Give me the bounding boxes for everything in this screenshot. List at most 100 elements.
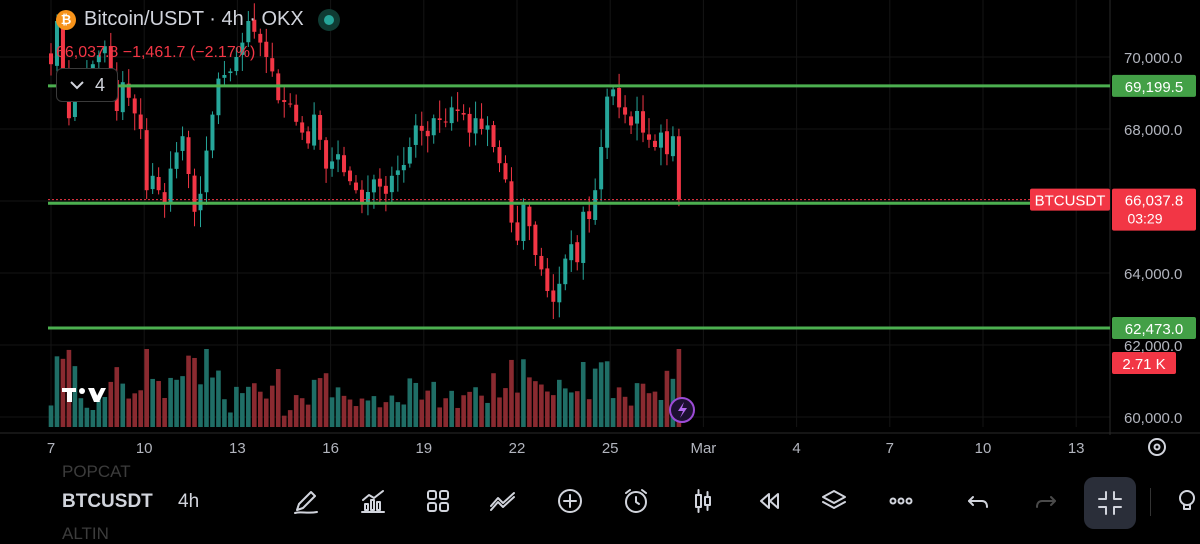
candle-body <box>641 111 646 133</box>
candle-body <box>264 41 269 57</box>
volume-bar <box>72 366 78 427</box>
candle-body <box>204 150 209 193</box>
price-chart[interactable]: 69,199.565,936.662,473.0BTCUSDT66,037.80… <box>0 0 1200 470</box>
volume-bar <box>664 370 670 427</box>
volume-bar <box>455 407 460 427</box>
volume-bar <box>240 393 245 427</box>
candle-body <box>102 46 107 54</box>
tradingview-logo <box>62 388 106 402</box>
time-tick-label: 7 <box>886 440 894 457</box>
level-price-label: 62,473.0 <box>1125 321 1183 338</box>
candle-body <box>652 140 657 147</box>
volume-bar <box>431 381 437 427</box>
layers-icon[interactable] <box>819 486 849 516</box>
indicators-icon[interactable] <box>358 486 388 516</box>
drawing-tools-icon[interactable] <box>291 486 321 516</box>
candle-body <box>449 107 454 124</box>
volume-bar <box>557 379 562 427</box>
volume-bar <box>407 378 413 427</box>
alert-clock-icon[interactable] <box>621 486 651 516</box>
candle-body <box>216 78 221 116</box>
volume-bar <box>102 396 108 427</box>
price-tick-label: 64,000.0 <box>1124 266 1182 283</box>
add-icon[interactable] <box>555 486 585 516</box>
chart-header[interactable]: ₿ Bitcoin/USDT · 4h · OKX <box>56 8 340 31</box>
redo-icon[interactable] <box>1030 486 1060 516</box>
candle-body <box>545 268 550 291</box>
volume-bar <box>545 391 550 427</box>
volume-bar <box>305 404 311 427</box>
candle-body <box>150 175 155 190</box>
indicators-toggle[interactable]: 4 <box>56 68 118 102</box>
candle-body <box>407 147 412 164</box>
compare-icon[interactable] <box>488 486 518 516</box>
idea-lightbulb-icon[interactable] <box>1172 486 1200 516</box>
symbol-tag-label: BTCUSDT <box>1035 193 1106 210</box>
candle-body <box>222 75 227 78</box>
volume-bar <box>96 396 102 427</box>
candle-body <box>234 57 239 72</box>
symbol-selector[interactable]: BTCUSDT <box>62 491 153 512</box>
candle-body <box>623 107 628 115</box>
candle-body <box>401 165 406 171</box>
time-tick-label: 10 <box>136 440 153 457</box>
volume-bar <box>293 395 299 427</box>
lightning-icon[interactable] <box>669 397 695 423</box>
volume-bar <box>515 392 520 427</box>
fullscreen-button[interactable] <box>1084 477 1136 529</box>
volume-bar <box>234 386 239 427</box>
candle-body <box>664 131 669 155</box>
more-icon[interactable] <box>886 486 916 516</box>
candle-body <box>581 211 586 263</box>
volume-label: 2.71 K <box>1122 356 1165 373</box>
chart-title[interactable]: Bitcoin/USDT · 4h · OKX <box>84 8 304 30</box>
volume-bar <box>84 407 90 427</box>
volume-bar <box>503 388 508 427</box>
candle-body <box>629 116 634 126</box>
candle-type-icon[interactable] <box>688 486 718 516</box>
replay-icon[interactable] <box>754 486 784 516</box>
level-price-tag <box>1112 316 1196 339</box>
volume-bar <box>180 376 185 427</box>
candle-body <box>306 131 311 144</box>
candle-body <box>461 113 466 115</box>
timeframe-selector[interactable]: 4h <box>178 491 200 512</box>
volume-bar <box>192 357 197 427</box>
settings-gear-icon[interactable] <box>1148 438 1166 456</box>
volume-bar <box>437 407 442 427</box>
candle-body <box>252 19 257 32</box>
candle-body <box>557 283 562 303</box>
candle-body <box>192 175 197 212</box>
volume-bar <box>479 395 484 427</box>
candle-body <box>443 121 448 123</box>
volume-bar <box>258 391 263 427</box>
price-axis[interactable]: 70,000.0 68,000.0 64,000.0 62,000.0 60,000.0 <box>1124 50 1182 427</box>
volume-bar <box>132 393 138 427</box>
volume-bar <box>634 383 640 427</box>
volume-bar <box>126 398 132 427</box>
volume-bar <box>622 396 628 427</box>
candle-body <box>324 140 329 169</box>
volume-bar <box>222 399 227 427</box>
horizontal-levels[interactable]: 69,199.565,936.662,473.0BTCUSDT66,037.80… <box>48 74 1196 374</box>
time-tick-label: 10 <box>975 440 992 457</box>
layouts-icon[interactable] <box>423 486 453 516</box>
candle-body <box>126 83 131 98</box>
level-price-tag <box>1112 74 1196 97</box>
time-tick-label: 13 <box>1068 440 1085 457</box>
volume-tag <box>1112 352 1176 374</box>
undo-icon[interactable] <box>964 486 994 516</box>
candle-body <box>575 242 580 263</box>
candle-body <box>611 89 616 97</box>
volume-bar <box>598 362 604 427</box>
time-axis[interactable]: 7 10 13 16 19 22 25 Mar 4 7 10 13 <box>47 440 1085 457</box>
time-tick-label: Mar <box>690 440 716 457</box>
volume-bar <box>616 387 622 427</box>
volume-bar <box>371 396 377 427</box>
toolbar-divider <box>1150 488 1151 516</box>
candle-body <box>395 170 400 175</box>
candle-body <box>455 109 460 111</box>
candle-body <box>162 192 167 205</box>
volume-bar <box>401 404 407 427</box>
candle-body <box>180 136 185 151</box>
